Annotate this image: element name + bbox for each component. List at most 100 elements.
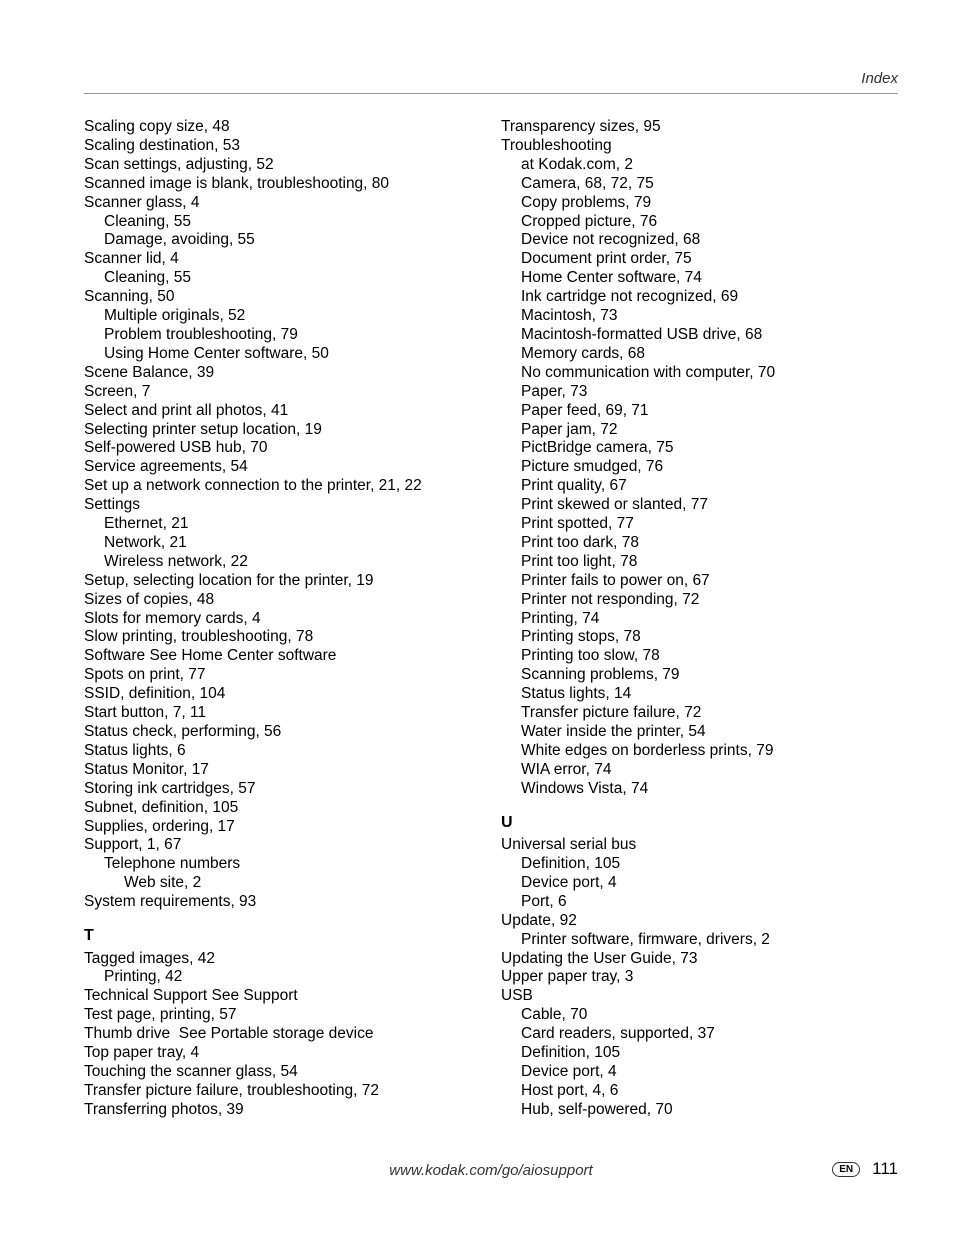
index-entry: Wireless network, 22 bbox=[84, 553, 481, 572]
index-entry: Paper feed, 69, 71 bbox=[501, 402, 898, 421]
index-entry: White edges on borderless prints, 79 bbox=[501, 742, 898, 761]
index-entry: Scanner lid, 4 bbox=[84, 250, 481, 269]
language-badge: EN bbox=[832, 1162, 860, 1177]
index-entry: Spots on print, 77 bbox=[84, 666, 481, 685]
footer-url: www.kodak.com/go/aiosupport bbox=[84, 1162, 898, 1179]
index-entry: Scan settings, adjusting, 52 bbox=[84, 156, 481, 175]
index-entry: Windows Vista, 74 bbox=[501, 780, 898, 799]
index-columns: Scaling copy size, 48Scaling destination… bbox=[84, 118, 898, 1120]
index-entry: Tagged images, 42 bbox=[84, 950, 481, 969]
index-entry: Ethernet, 21 bbox=[84, 515, 481, 534]
index-entry: Printing stops, 78 bbox=[501, 628, 898, 647]
index-entry: Storing ink cartridges, 57 bbox=[84, 780, 481, 799]
index-entry: Paper, 73 bbox=[501, 383, 898, 402]
index-entry: Updating the User Guide, 73 bbox=[501, 950, 898, 969]
index-entry: Sizes of copies, 48 bbox=[84, 591, 481, 610]
index-letter-heading: U bbox=[501, 813, 898, 833]
index-entry: Transparency sizes, 95 bbox=[501, 118, 898, 137]
index-entry: Scaling destination, 53 bbox=[84, 137, 481, 156]
index-entry: Cable, 70 bbox=[501, 1006, 898, 1025]
index-entry: Service agreements, 54 bbox=[84, 458, 481, 477]
index-entry: Home Center software, 74 bbox=[501, 269, 898, 288]
index-entry: Support, 1, 67 bbox=[84, 836, 481, 855]
index-entry: Print too light, 78 bbox=[501, 553, 898, 572]
index-entry: Status check, performing, 56 bbox=[84, 723, 481, 742]
index-entry: Printing, 74 bbox=[501, 610, 898, 629]
index-entry: Transfer picture failure, 72 bbox=[501, 704, 898, 723]
index-entry: Problem troubleshooting, 79 bbox=[84, 326, 481, 345]
index-entry: Scanned image is blank, troubleshooting,… bbox=[84, 175, 481, 194]
index-entry: Macintosh, 73 bbox=[501, 307, 898, 326]
index-entry: Thumb drive See Portable storage device bbox=[84, 1025, 481, 1044]
index-entry: Device port, 4 bbox=[501, 874, 898, 893]
index-entry: Status lights, 6 bbox=[84, 742, 481, 761]
index-entry: Using Home Center software, 50 bbox=[84, 345, 481, 364]
index-entry: Technical Support See Support bbox=[84, 987, 481, 1006]
index-entry: Scaling copy size, 48 bbox=[84, 118, 481, 137]
page-footer: www.kodak.com/go/aiosupport EN 111 bbox=[0, 1162, 954, 1179]
index-entry: Printing, 42 bbox=[84, 968, 481, 987]
index-entry: Touching the scanner glass, 54 bbox=[84, 1063, 481, 1082]
index-entry: Hub, self-powered, 70 bbox=[501, 1101, 898, 1120]
index-letter-heading: T bbox=[84, 926, 481, 946]
page-number: 111 bbox=[872, 1159, 898, 1179]
index-entry: USB bbox=[501, 987, 898, 1006]
index-entry: Scanner glass, 4 bbox=[84, 194, 481, 213]
index-entry: No communication with computer, 70 bbox=[501, 364, 898, 383]
index-entry: Set up a network connection to the print… bbox=[84, 477, 481, 496]
index-entry: Printer fails to power on, 67 bbox=[501, 572, 898, 591]
index-entry: Multiple originals, 52 bbox=[84, 307, 481, 326]
index-entry: Copy problems, 79 bbox=[501, 194, 898, 213]
index-entry: Software See Home Center software bbox=[84, 647, 481, 666]
index-entry: Macintosh-formatted USB drive, 68 bbox=[501, 326, 898, 345]
index-entry: Camera, 68, 72, 75 bbox=[501, 175, 898, 194]
index-entry: SSID, definition, 104 bbox=[84, 685, 481, 704]
index-entry: Port, 6 bbox=[501, 893, 898, 912]
index-entry: Status lights, 14 bbox=[501, 685, 898, 704]
index-entry: Card readers, supported, 37 bbox=[501, 1025, 898, 1044]
index-entry: Update, 92 bbox=[501, 912, 898, 931]
index-entry: System requirements, 93 bbox=[84, 893, 481, 912]
index-entry: Transfer picture failure, troubleshootin… bbox=[84, 1082, 481, 1101]
index-entry: Printer software, firmware, drivers, 2 bbox=[501, 931, 898, 950]
index-entry: Network, 21 bbox=[84, 534, 481, 553]
index-entry: Transferring photos, 39 bbox=[84, 1101, 481, 1120]
index-entry: Paper jam, 72 bbox=[501, 421, 898, 440]
index-entry: Cleaning, 55 bbox=[84, 269, 481, 288]
index-entry: Troubleshooting bbox=[501, 137, 898, 156]
index-entry: Definition, 105 bbox=[501, 1044, 898, 1063]
index-entry: Select and print all photos, 41 bbox=[84, 402, 481, 421]
index-entry: Printing too slow, 78 bbox=[501, 647, 898, 666]
index-entry: Cleaning, 55 bbox=[84, 213, 481, 232]
index-column-right: Transparency sizes, 95Troubleshootingat … bbox=[501, 118, 898, 1120]
index-column-left: Scaling copy size, 48Scaling destination… bbox=[84, 118, 481, 1120]
index-entry: Scanning problems, 79 bbox=[501, 666, 898, 685]
index-entry: Universal serial bus bbox=[501, 836, 898, 855]
index-entry: Damage, avoiding, 55 bbox=[84, 231, 481, 250]
page-header: Index bbox=[84, 70, 898, 94]
index-entry: Printer not responding, 72 bbox=[501, 591, 898, 610]
index-entry: Screen, 7 bbox=[84, 383, 481, 402]
index-entry: Document print order, 75 bbox=[501, 250, 898, 269]
index-entry: Selecting printer setup location, 19 bbox=[84, 421, 481, 440]
index-entry: Supplies, ordering, 17 bbox=[84, 818, 481, 837]
index-entry: Scanning, 50 bbox=[84, 288, 481, 307]
index-entry: Scene Balance, 39 bbox=[84, 364, 481, 383]
index-entry: Start button, 7, 11 bbox=[84, 704, 481, 723]
index-entry: Top paper tray, 4 bbox=[84, 1044, 481, 1063]
index-entry: Status Monitor, 17 bbox=[84, 761, 481, 780]
index-entry: Ink cartridge not recognized, 69 bbox=[501, 288, 898, 307]
index-entry: WIA error, 74 bbox=[501, 761, 898, 780]
index-entry: Print too dark, 78 bbox=[501, 534, 898, 553]
index-entry: Web site, 2 bbox=[84, 874, 481, 893]
index-entry: Self-powered USB hub, 70 bbox=[84, 439, 481, 458]
index-entry: Host port, 4, 6 bbox=[501, 1082, 898, 1101]
index-entry: Print quality, 67 bbox=[501, 477, 898, 496]
index-entry: Subnet, definition, 105 bbox=[84, 799, 481, 818]
index-entry: Definition, 105 bbox=[501, 855, 898, 874]
index-entry: Print skewed or slanted, 77 bbox=[501, 496, 898, 515]
footer-right: EN 111 bbox=[832, 1159, 898, 1179]
index-entry: Cropped picture, 76 bbox=[501, 213, 898, 232]
index-entry: Picture smudged, 76 bbox=[501, 458, 898, 477]
index-entry: Print spotted, 77 bbox=[501, 515, 898, 534]
